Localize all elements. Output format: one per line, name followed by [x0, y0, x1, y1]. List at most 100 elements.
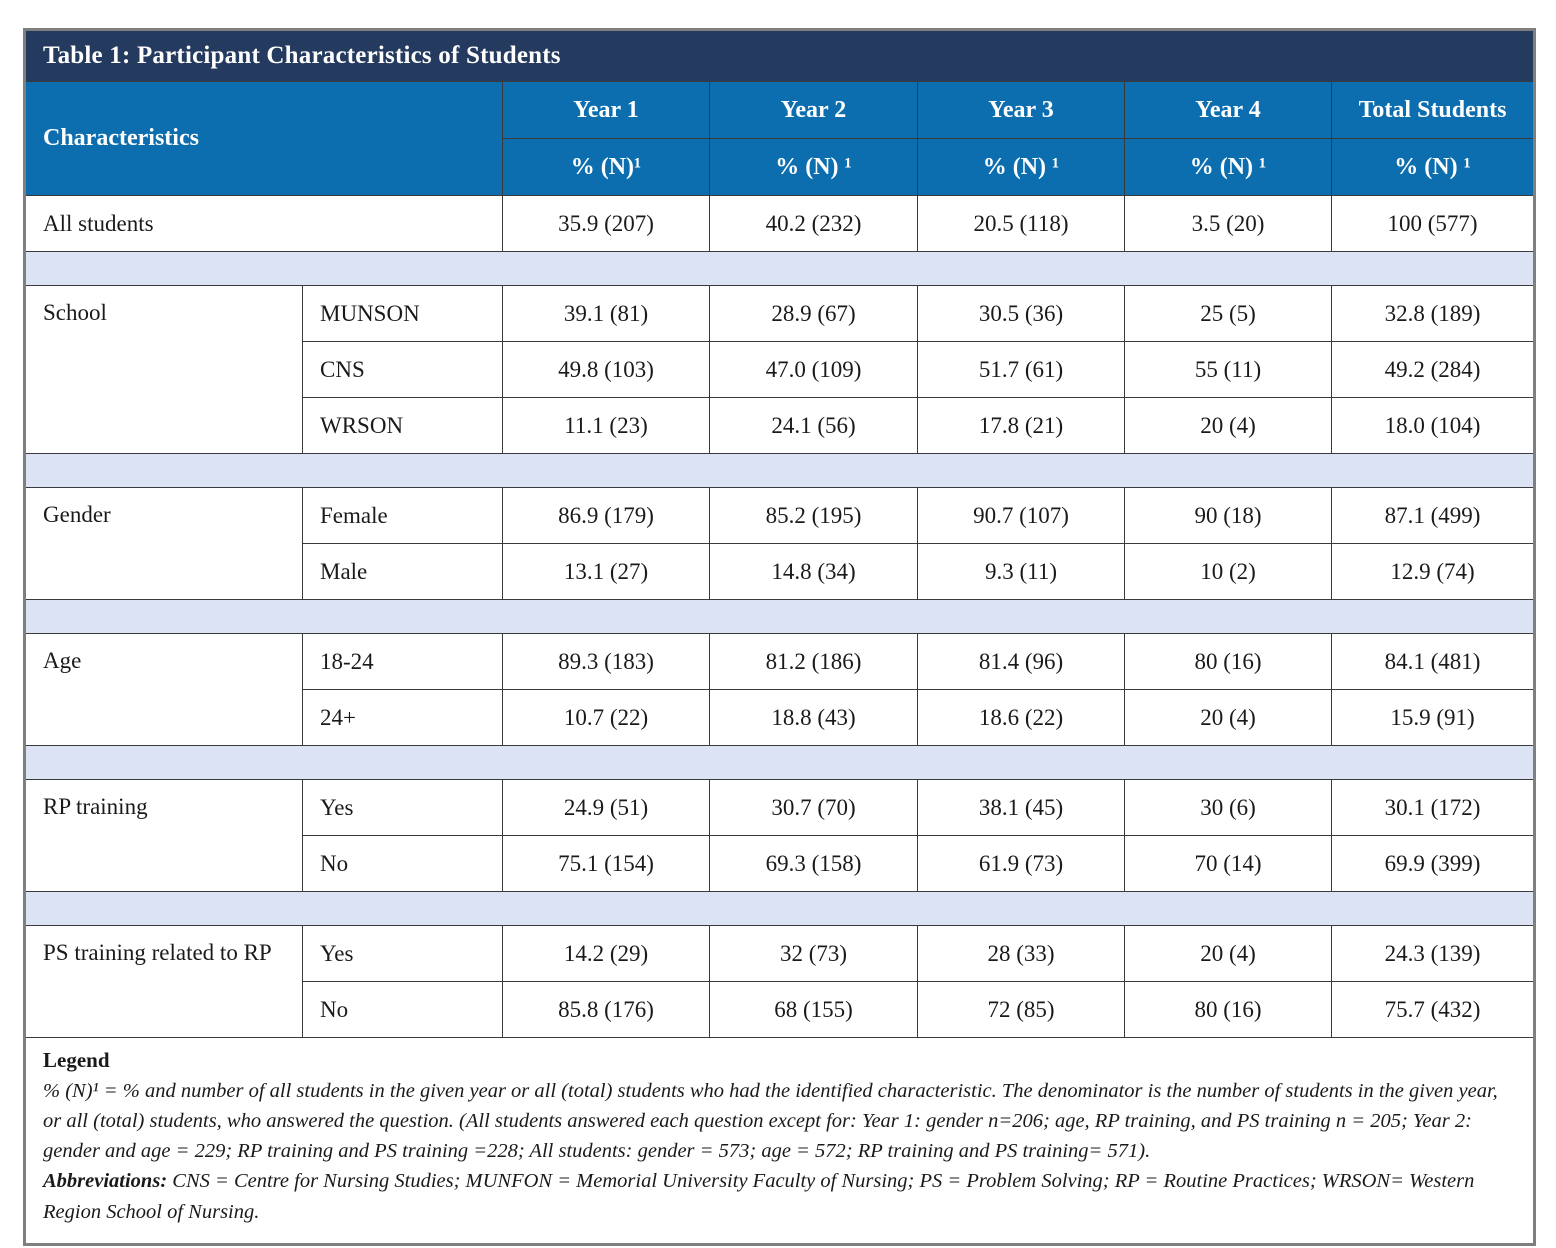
cell: 35.9 (207)	[502, 195, 710, 252]
header-year-3: Year 3	[917, 81, 1125, 139]
cell: 72 (85)	[917, 981, 1125, 1038]
section-divider	[24, 453, 1535, 488]
sublabel-24plus: 24+	[302, 689, 503, 746]
cell: 14.8 (34)	[709, 543, 918, 600]
cell: 85.8 (176)	[502, 981, 710, 1038]
cell: 49.2 (284)	[1330, 341, 1536, 398]
cell: 11.1 (23)	[502, 397, 710, 454]
cell: 24.9 (51)	[502, 779, 710, 836]
cell: 10 (2)	[1124, 543, 1332, 600]
cell: 86.9 (179)	[502, 487, 710, 544]
row-label-rp-training: RP training	[24, 779, 303, 892]
subheader-total: % (N) ¹	[1330, 138, 1536, 196]
row-ps-training-no: No 85.8 (176) 68 (155) 72 (85) 80 (16) 7…	[25, 981, 1536, 1038]
legend-abbreviations: Abbreviations: CNS = Centre for Nursing …	[43, 1166, 1515, 1226]
header-total-students: Total Students	[1330, 81, 1536, 139]
cell: 40.2 (232)	[709, 195, 918, 252]
cell: 69.3 (158)	[709, 835, 918, 892]
header-year-4: Year 4	[1124, 81, 1332, 139]
row-rp-training-no: No 75.1 (154) 69.3 (158) 61.9 (73) 70 (1…	[25, 835, 1536, 892]
abbreviations-label: Abbreviations:	[43, 1170, 168, 1193]
row-all-students: All students 35.9 (207) 40.2 (232) 20.5 …	[24, 195, 1536, 252]
cell: 68 (155)	[709, 981, 918, 1038]
row-label-age: Age	[24, 633, 303, 746]
row-rp-training-yes: RP training Yes 24.9 (51) 30.7 (70) 38.1…	[24, 779, 1536, 892]
row-ps-training-yes: PS training related to RP Yes 14.2 (29) …	[24, 925, 1536, 1038]
title-row: Table 1: Participant Characteristics of …	[23, 29, 1536, 82]
subheader-year-2: % (N) ¹	[709, 138, 918, 196]
cell: 28.9 (67)	[709, 285, 918, 342]
cell: 69.9 (399)	[1330, 835, 1536, 892]
cell: 61.9 (73)	[917, 835, 1125, 892]
cell: 30.1 (172)	[1330, 779, 1536, 836]
legend: Legend % (N)¹ = % and number of all stud…	[23, 1037, 1536, 1245]
subheader-year-4: % (N) ¹	[1124, 138, 1332, 196]
cell: 13.1 (27)	[502, 543, 710, 600]
cell: 81.2 (186)	[709, 633, 918, 690]
year-header-row: Characteristics Year 1 Year 2 Year 3 Yea…	[24, 81, 1536, 196]
cell: 80 (16)	[1124, 633, 1332, 690]
cell: 24.3 (139)	[1330, 925, 1536, 982]
sublabel-rp-yes: Yes	[302, 779, 503, 836]
cell: 38.1 (45)	[917, 779, 1125, 836]
spacer-row	[24, 251, 1535, 286]
subheader-row: % (N)¹ % (N) ¹ % (N) ¹ % (N) ¹ % (N) ¹	[25, 138, 1536, 196]
cell: 100 (577)	[1330, 195, 1536, 252]
cell: 20.5 (118)	[917, 195, 1125, 252]
cell: 24.1 (56)	[709, 397, 918, 454]
cell: 84.1 (481)	[1330, 633, 1536, 690]
cell: 18.8 (43)	[709, 689, 918, 746]
row-gender-female: Gender Female 86.9 (179) 85.2 (195) 90.7…	[24, 487, 1536, 600]
cell: 81.4 (96)	[917, 633, 1125, 690]
cell: 20 (4)	[1124, 397, 1332, 454]
legend-definition: % (N)¹ = % and number of all students in…	[43, 1080, 1498, 1163]
header-year-2: Year 2	[709, 81, 918, 139]
row-gender-male: Male 13.1 (27) 14.8 (34) 9.3 (11) 10 (2)…	[25, 543, 1536, 600]
cell: 30 (6)	[1124, 779, 1332, 836]
cell: 49.8 (103)	[502, 341, 710, 398]
cell: 32 (73)	[709, 925, 918, 982]
row-school-cns: CNS 49.8 (103) 47.0 (109) 51.7 (61) 55 (…	[25, 341, 1536, 398]
cell: 51.7 (61)	[917, 341, 1125, 398]
cell: 90 (18)	[1124, 487, 1332, 544]
cell: 12.9 (74)	[1330, 543, 1536, 600]
row-label-gender: Gender	[24, 487, 303, 600]
spacer-row	[24, 745, 1535, 780]
row-age-24plus: 24+ 10.7 (22) 18.8 (43) 18.6 (22) 20 (4)…	[25, 689, 1536, 746]
abbreviations-text: CNS = Centre for Nursing Studies; MUNFON…	[43, 1170, 1475, 1223]
cell: 87.1 (499)	[1330, 487, 1536, 544]
cell: 70 (14)	[1124, 835, 1332, 892]
cell: 89.3 (183)	[502, 633, 710, 690]
sublabel-18-24: 18-24	[302, 633, 503, 690]
cell: 15.9 (91)	[1330, 689, 1536, 746]
cell: 18.6 (22)	[917, 689, 1125, 746]
cell: 28 (33)	[917, 925, 1125, 982]
participant-characteristics-table-wrap: Table 1: Participant Characteristics of …	[23, 28, 1537, 1246]
cell: 25 (5)	[1124, 285, 1332, 342]
sublabel-female: Female	[302, 487, 503, 544]
cell: 17.8 (21)	[917, 397, 1125, 454]
legend-row: Legend % (N)¹ = % and number of all stud…	[23, 1037, 1536, 1245]
cell: 75.7 (432)	[1330, 981, 1536, 1038]
cell: 90.7 (107)	[917, 487, 1125, 544]
sublabel-wrson: WRSON	[302, 397, 503, 454]
cell: 55 (11)	[1124, 341, 1332, 398]
row-school-munson: School MUNSON 39.1 (81) 28.9 (67) 30.5 (…	[24, 285, 1536, 454]
cell: 80 (16)	[1124, 981, 1332, 1038]
subheader-year-1: % (N)¹	[502, 138, 710, 196]
spacer-row	[24, 453, 1535, 488]
cell: 39.1 (81)	[502, 285, 710, 342]
cell: 20 (4)	[1124, 925, 1332, 982]
section-divider	[24, 891, 1535, 926]
cell: 14.2 (29)	[502, 925, 710, 982]
table-title: Table 1: Participant Characteristics of …	[23, 29, 1536, 82]
header-year-1: Year 1	[502, 81, 710, 139]
sublabel-ps-no: No	[302, 981, 503, 1038]
sublabel-rp-no: No	[302, 835, 503, 892]
cell: 10.7 (22)	[502, 689, 710, 746]
sublabel-munson: MUNSON	[302, 285, 503, 342]
sublabel-ps-yes: Yes	[302, 925, 503, 982]
cell: 30.7 (70)	[709, 779, 918, 836]
legend-heading: Legend	[43, 1048, 110, 1072]
cell: 18.0 (104)	[1330, 397, 1536, 454]
